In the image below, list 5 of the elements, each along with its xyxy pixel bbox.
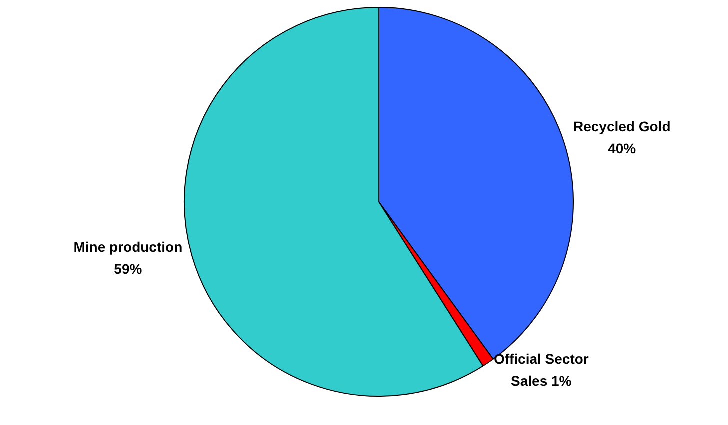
slice-label: Mine production: [74, 238, 183, 255]
data-label: 40%: [608, 140, 637, 157]
slice-label: Official Sector Sales 1%: [494, 350, 590, 389]
slice-label: Recycled Gold: [573, 118, 671, 135]
data-label: 59%: [114, 260, 143, 277]
